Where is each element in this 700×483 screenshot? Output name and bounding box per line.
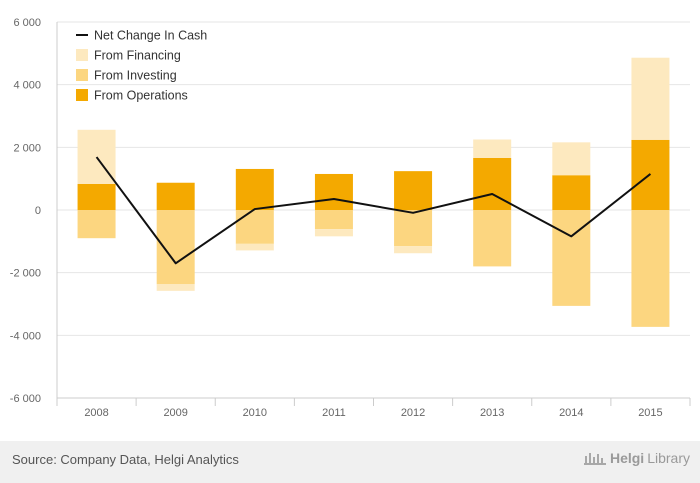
bar-from-financing-2014 bbox=[552, 142, 591, 176]
y-tick-label: -6 000 bbox=[10, 393, 41, 405]
x-tick-label: 2015 bbox=[638, 407, 662, 419]
bar-from-investing-2009 bbox=[156, 210, 195, 285]
x-tick-label: 2011 bbox=[322, 407, 346, 419]
chart: 6 000 4 000 2 000 0 -2 000 -4 000 -6 000 2008 20… bbox=[10, 17, 691, 419]
bar-from-investing-2013 bbox=[473, 210, 512, 267]
x-tick-label: 2010 bbox=[243, 407, 267, 419]
legend-label: From Financing bbox=[94, 49, 181, 63]
bar-from-investing-2010 bbox=[235, 210, 274, 244]
bar-from-financing-2010 bbox=[235, 243, 274, 251]
legend-label: From Investing bbox=[94, 69, 177, 83]
legend-item: Net Change In Cash bbox=[76, 29, 207, 43]
bar-from-financing-2015 bbox=[631, 57, 670, 140]
bar-from-operations-2008 bbox=[77, 183, 116, 210]
x-tick-label: 2009 bbox=[163, 407, 187, 419]
legend-swatch bbox=[76, 89, 88, 101]
bar-from-operations-2009 bbox=[156, 182, 195, 210]
brand-suffix: Library bbox=[647, 450, 690, 466]
legend-label: Net Change In Cash bbox=[94, 29, 207, 43]
bar-from-operations-2010 bbox=[235, 168, 274, 210]
legend-item: From Investing bbox=[76, 69, 177, 83]
bar-from-financing-2009 bbox=[156, 284, 195, 291]
bar-from-investing-2014 bbox=[552, 210, 591, 306]
library-icon bbox=[583, 453, 606, 465]
legend-label: From Operations bbox=[94, 89, 188, 103]
y-tick-label: 6 000 bbox=[13, 17, 41, 29]
x-tick-label: 2013 bbox=[480, 407, 504, 419]
y-tick-label: 4 000 bbox=[13, 80, 41, 92]
helgi-library-logo[interactable]: Helgi Library bbox=[583, 450, 690, 466]
bar-from-investing-2015 bbox=[631, 210, 670, 327]
bar-from-financing-2012 bbox=[394, 246, 433, 254]
bar-from-investing-2012 bbox=[394, 210, 433, 247]
y-tick-label: 0 bbox=[35, 205, 41, 217]
x-tick-label: 2012 bbox=[401, 407, 425, 419]
x-tick-label: 2008 bbox=[84, 407, 108, 419]
bar-from-investing-2008 bbox=[77, 210, 116, 239]
y-tick-label: 2 000 bbox=[13, 142, 41, 154]
x-tick-label: 2014 bbox=[559, 407, 583, 419]
bar-from-operations-2012 bbox=[394, 171, 433, 210]
bar-from-investing-2011 bbox=[314, 210, 353, 230]
legend-swatch bbox=[76, 49, 88, 61]
brand-name: Helgi bbox=[609, 450, 645, 466]
legend-item: From Financing bbox=[76, 49, 181, 63]
source-text: Source: Company Data, Helgi Analytics bbox=[12, 452, 239, 467]
line-net-change-in-cash bbox=[95, 156, 652, 265]
legend-item: From Operations bbox=[76, 89, 188, 103]
footer: Source: Company Data, Helgi Analytics He… bbox=[0, 441, 700, 483]
bar-from-operations-2014 bbox=[552, 175, 591, 210]
y-tick-label: -4 000 bbox=[10, 330, 41, 342]
legend-swatch bbox=[76, 69, 88, 81]
y-tick-label: -2 000 bbox=[10, 268, 41, 280]
bar-from-financing-2013 bbox=[473, 139, 512, 158]
bar-from-financing-2011 bbox=[314, 229, 353, 237]
bar-from-operations-2011 bbox=[314, 173, 353, 210]
